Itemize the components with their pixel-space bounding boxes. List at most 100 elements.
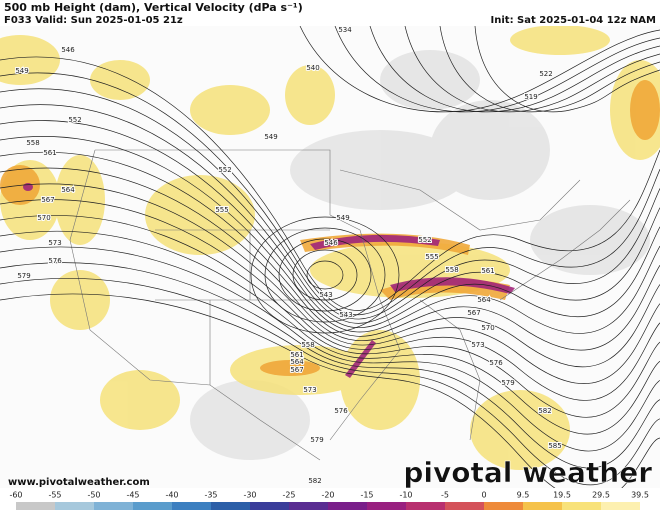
contour-label: 564	[290, 358, 304, 366]
contour-label: 552	[418, 236, 431, 244]
contour-label: 576	[48, 257, 62, 265]
contour-label: 564	[61, 186, 75, 194]
contour-label: 555	[425, 253, 438, 261]
contour-label: 546	[324, 239, 338, 247]
colorbar-swatch	[406, 502, 445, 510]
website: www.pivotalweather.com	[8, 477, 150, 488]
contour-ring	[306, 260, 344, 290]
colorbar-tick-label: 0	[481, 491, 486, 500]
colorbar-tick-label: -50	[87, 491, 100, 500]
colorbar-swatch	[601, 502, 640, 510]
colorbar-swatch	[172, 502, 211, 510]
logo: pivotal weather	[403, 456, 652, 489]
contour-line	[0, 72, 660, 316]
contour-ring	[278, 238, 372, 312]
colorbar-tick-label: -60	[9, 491, 22, 500]
contour-line	[0, 120, 660, 329]
contour-label: 561	[43, 149, 56, 157]
contour-label: 579	[501, 379, 514, 387]
contour-line	[404, 26, 660, 113]
contour-ring	[264, 227, 386, 323]
contour-line	[0, 167, 660, 368]
contour-label: 570	[481, 324, 494, 332]
contour-label: 519	[524, 93, 537, 101]
colorbar-tick-label: -15	[360, 491, 373, 500]
colorbar-swatch	[16, 502, 55, 510]
contour-label: 549	[336, 214, 349, 222]
colorbar-tick-label: 39.5	[631, 491, 649, 500]
height-contours	[0, 26, 660, 488]
contour-label: 579	[17, 272, 30, 280]
contour-label: 582	[308, 477, 321, 485]
colorbar-tick-label: 29.5	[592, 491, 610, 500]
colorbar-tick-label: -40	[165, 491, 178, 500]
contour-line	[0, 246, 660, 452]
colorbar: -60 -55 -50 -45 -40 -35 -30 -25 -20 -15 -10 -5 0 9.5 1…	[9, 491, 649, 510]
contour-line	[0, 215, 660, 418]
contour-label: 543	[319, 291, 332, 299]
contour-ring	[292, 249, 358, 301]
contour-label: 582	[538, 407, 551, 415]
contour-line	[334, 26, 660, 113]
colorbar-swatch	[562, 502, 601, 510]
contour-line	[0, 199, 660, 401]
contour-line	[439, 26, 660, 113]
colorbar-tick-label: -20	[321, 491, 334, 500]
contour-line	[0, 293, 660, 488]
contour-ring	[250, 216, 400, 334]
colorbar-tick-label: -30	[243, 491, 256, 500]
contour-label: 573	[303, 386, 316, 394]
colorbar-tick-label: -5	[441, 491, 449, 500]
contour-label: 561	[481, 267, 494, 275]
title: 500 mb Height (dam), Vertical Velocity (…	[4, 1, 303, 14]
contour-line	[0, 88, 660, 320]
colorbar-tick-label: -10	[399, 491, 412, 500]
contour-line	[0, 278, 660, 486]
contour-label: 561	[290, 351, 303, 359]
contour-label: 570	[37, 214, 50, 222]
contour-label: 564	[477, 296, 491, 304]
contour-label: 567	[290, 366, 303, 374]
contour-label: 555	[215, 206, 228, 214]
contour-line	[369, 26, 660, 113]
contour-line	[0, 183, 660, 384]
contour-label: 549	[15, 67, 28, 75]
colorbar-swatch	[289, 502, 328, 510]
map-area	[0, 26, 660, 488]
contour-line	[299, 26, 660, 113]
colorbar-swatch	[523, 502, 562, 510]
contour-label: 534	[338, 26, 352, 34]
colorbar-swatch	[211, 502, 250, 510]
contour-label: 543	[339, 311, 352, 319]
contour-label: 558	[26, 139, 39, 147]
contour-label: 558	[301, 341, 314, 349]
contour-label: 576	[334, 407, 348, 415]
contour-line	[0, 56, 660, 311]
contour-label: 573	[471, 341, 484, 349]
boundaries	[69, 149, 631, 461]
contour-label: 552	[68, 116, 81, 124]
contour-label: 567	[41, 196, 54, 204]
contour-label: 576	[489, 359, 503, 367]
contour-line	[474, 26, 660, 113]
contour-label: 540	[306, 64, 319, 72]
contour-label: 573	[48, 239, 61, 247]
contour-label: 579	[310, 436, 323, 444]
colorbar-swatch	[484, 502, 523, 510]
contour-line	[0, 230, 660, 435]
contour-line	[0, 262, 660, 469]
contour-line	[0, 104, 660, 324]
colorbar-swatch	[94, 502, 133, 510]
contour-label: 567	[467, 309, 480, 317]
colorbar-swatch	[445, 502, 484, 510]
contour-label: 546	[61, 46, 75, 54]
colorbar-tick-label: 9.5	[517, 491, 530, 500]
colorbar-swatch	[328, 502, 367, 510]
colorbar-tick-label: -55	[48, 491, 61, 500]
contour-label: 522	[539, 70, 552, 78]
colorbar-tick-label: -45	[126, 491, 139, 500]
colorbar-swatch	[250, 502, 289, 510]
valid-time: F033 Valid: Sun 2025-01-05 21z	[4, 15, 183, 26]
contour-label: 549	[264, 133, 277, 141]
